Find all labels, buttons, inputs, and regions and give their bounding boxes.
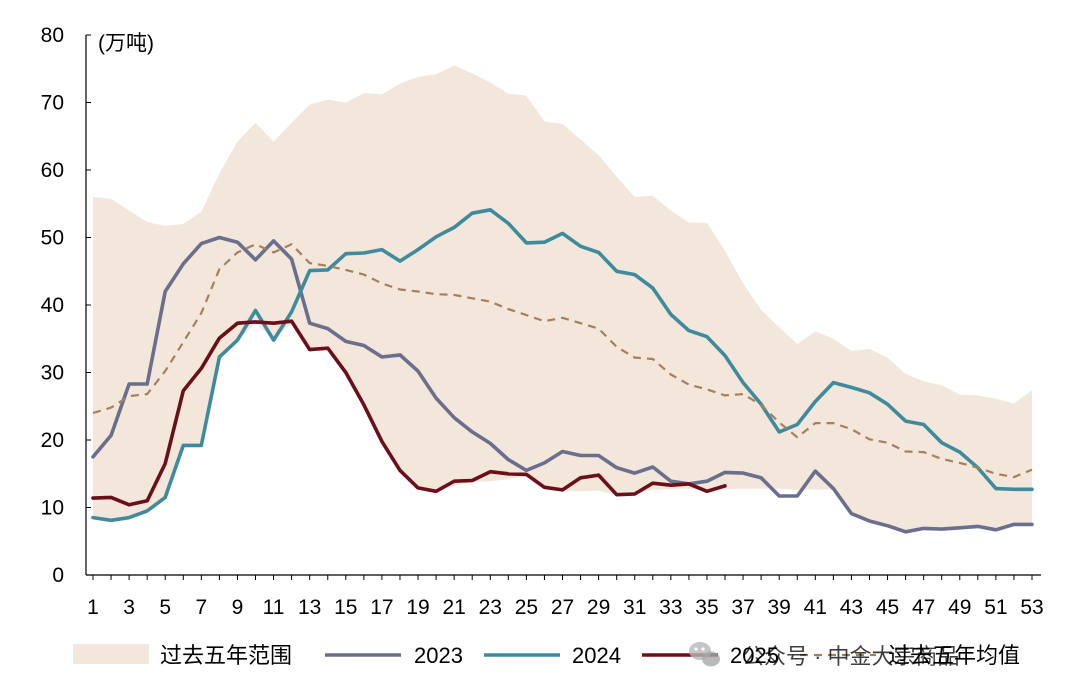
x-tick-label: 1 — [87, 596, 99, 619]
x-tick-label: 51 — [984, 596, 1007, 619]
watermark-text: 公众号 · 中金大宗商品 — [742, 644, 960, 669]
legend-swatch — [73, 644, 149, 664]
x-tick-label: 35 — [695, 596, 718, 619]
y-tick-label: 50 — [41, 227, 64, 250]
x-tick-label: 17 — [370, 596, 393, 619]
x-tick-label: 37 — [731, 596, 754, 619]
x-tick-label: 47 — [912, 596, 935, 619]
series-line-2024 — [91, 208, 1034, 523]
x-tick-label: 25 — [515, 596, 538, 619]
x-tick-label: 19 — [406, 596, 429, 619]
series-line-过去五年均值 — [92, 243, 1033, 479]
x-tick-label: 33 — [659, 596, 682, 619]
range-band-area — [93, 65, 1032, 532]
y-axis-unit-label: (万吨) — [98, 32, 154, 55]
watermark: 公众号 · 中金大宗商品 — [689, 642, 960, 669]
x-tick-label: 11 — [263, 596, 285, 619]
y-tick-label: 30 — [41, 362, 64, 385]
y-tick-label: 0 — [52, 564, 64, 587]
x-tick-label: 5 — [159, 596, 171, 619]
x-tick-label: 3 — [123, 596, 135, 619]
x-tick-label: 21 — [442, 596, 465, 619]
y-tick-label: 40 — [41, 294, 64, 317]
x-tick-label: 43 — [840, 596, 863, 619]
legend-label: 过去五年均值 — [888, 643, 1020, 668]
x-tick-label: 15 — [334, 596, 357, 619]
y-tick-label: 60 — [41, 159, 64, 182]
y-tick-label: 70 — [41, 92, 64, 115]
x-tick-label: 29 — [587, 596, 610, 619]
y-tick-label: 20 — [41, 429, 64, 452]
legend-label: 过去五年范围 — [160, 643, 292, 668]
legend: 过去五年范围 2023 2024 2025 过去五年均值 — [73, 643, 1020, 668]
legend-label: 2023 — [414, 643, 463, 668]
x-tick-label: 31 — [623, 596, 646, 619]
x-tick-label: 23 — [479, 596, 502, 619]
series-line-2023 — [91, 235, 1034, 534]
x-tick-label: 9 — [232, 596, 244, 619]
legend-item: 过去五年范围 — [73, 643, 292, 668]
x-tick-label: 53 — [1020, 596, 1043, 619]
series-line-2025 — [91, 319, 727, 507]
legend-item: 2024 — [484, 643, 621, 668]
x-tick-label: 39 — [768, 596, 791, 619]
y-tick-label: 10 — [41, 497, 64, 520]
x-tick-label: 13 — [298, 596, 321, 619]
x-tick-label: 27 — [551, 596, 574, 619]
range-band-layer — [93, 65, 1032, 532]
x-tick-label: 7 — [196, 596, 208, 619]
legend-label: 2025 — [730, 643, 779, 668]
wechat-icon — [689, 642, 720, 667]
legend-item: 2023 — [325, 643, 463, 668]
x-tick-label: 41 — [804, 596, 827, 619]
x-tick-label: 45 — [876, 596, 899, 619]
series-layer — [91, 208, 1034, 534]
legend-label: 2024 — [572, 643, 621, 668]
legend-item: 过去五年均值 — [800, 643, 1020, 668]
x-tick-label: 49 — [948, 596, 971, 619]
y-tick-label: 80 — [41, 24, 64, 47]
